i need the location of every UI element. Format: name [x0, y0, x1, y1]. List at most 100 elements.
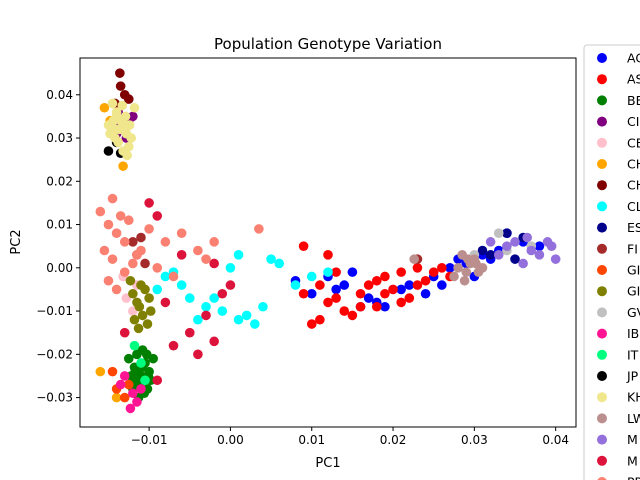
data-point: [140, 258, 150, 269]
legend-label: M: [627, 432, 638, 447]
x-axis-label: PC1: [315, 456, 340, 471]
data-point: [428, 267, 439, 277]
legend-label: CL: [627, 199, 640, 214]
data-point: [133, 323, 144, 334]
data-point: [371, 301, 382, 312]
legend-marker: [597, 392, 607, 403]
data-point: [347, 267, 358, 277]
data-point: [396, 284, 406, 295]
data-point: [142, 319, 153, 329]
data-point: [371, 275, 382, 286]
x-tick-label: 0.01: [298, 433, 325, 447]
data-point: [132, 349, 142, 360]
data-point: [103, 219, 114, 230]
data-point: [119, 327, 130, 338]
data-point: [461, 267, 472, 277]
legend-label: GI: [627, 284, 640, 299]
data-point: [108, 115, 119, 126]
data-point: [129, 314, 140, 325]
data-point: [437, 263, 447, 273]
legend-label: FI: [627, 241, 638, 256]
data-point: [125, 403, 136, 414]
plot-area: [80, 58, 576, 427]
data-point: [355, 288, 366, 299]
legend-label: CH: [627, 157, 640, 172]
data-point: [184, 293, 195, 303]
data-point: [176, 280, 187, 290]
data-point: [459, 275, 470, 286]
legend-marker: [597, 95, 607, 106]
data-point: [380, 271, 390, 282]
data-point: [119, 237, 130, 247]
y-axis-label: PC2: [9, 229, 24, 254]
data-point: [193, 314, 203, 325]
data-point: [217, 288, 228, 299]
data-point: [217, 306, 228, 316]
legend-marker: [597, 455, 607, 466]
data-point: [518, 258, 528, 269]
data-point: [115, 211, 126, 221]
series-it-14: [129, 340, 150, 386]
data-point: [115, 379, 126, 390]
y-tick-label: −0.02: [36, 347, 73, 361]
series-ib-13: [115, 371, 146, 414]
data-point: [111, 228, 122, 238]
data-point: [323, 297, 333, 308]
data-point: [347, 310, 358, 321]
data-point: [136, 232, 146, 243]
data-point: [453, 263, 463, 273]
data-point: [298, 241, 309, 251]
plot-frame: [79, 57, 577, 428]
legend-label: JP: [626, 369, 639, 384]
x-tick-label: 0.04: [542, 433, 569, 447]
data-point: [152, 211, 163, 221]
data-point: [412, 280, 423, 290]
data-point: [113, 137, 124, 148]
data-point: [225, 263, 236, 273]
data-point: [110, 124, 121, 135]
data-point: [193, 245, 203, 256]
y-tick-label: −0.01: [36, 304, 73, 318]
data-point: [306, 271, 317, 282]
data-point: [355, 301, 366, 312]
data-point: [380, 301, 390, 312]
y-tick-label: −0.03: [36, 391, 73, 405]
legend-marker: [597, 307, 607, 318]
data-point: [412, 263, 423, 273]
legend-marker: [597, 116, 607, 127]
data-point: [136, 358, 146, 368]
y-tick-label: 0.03: [46, 131, 73, 145]
data-point: [485, 237, 496, 247]
data-point: [339, 280, 350, 290]
data-point: [396, 297, 406, 308]
legend-label: IT: [627, 347, 639, 362]
data-point: [306, 319, 317, 329]
data-point: [115, 81, 126, 91]
data-point: [201, 254, 211, 264]
data-point: [128, 288, 138, 299]
data-point: [323, 267, 333, 277]
data-point: [404, 280, 415, 290]
legend-label: M: [627, 453, 638, 468]
data-point: [144, 224, 154, 234]
data-point: [168, 340, 179, 351]
data-point: [522, 232, 533, 243]
x-tick-label: 0.02: [380, 433, 407, 447]
data-point: [123, 353, 134, 364]
data-point: [331, 293, 341, 303]
data-point: [95, 366, 106, 377]
legend-marker: [597, 434, 607, 445]
series-pr-20: [95, 193, 264, 295]
legend-frame: [583, 44, 640, 480]
data-point: [134, 301, 145, 312]
data-point: [160, 237, 171, 247]
legend-marker: [597, 349, 607, 360]
data-point: [339, 306, 350, 316]
data-point: [315, 314, 325, 325]
data-point: [266, 254, 276, 264]
data-point: [510, 237, 520, 247]
legend-label: IB: [627, 326, 639, 341]
data-point: [132, 397, 142, 407]
data-point: [132, 250, 142, 260]
